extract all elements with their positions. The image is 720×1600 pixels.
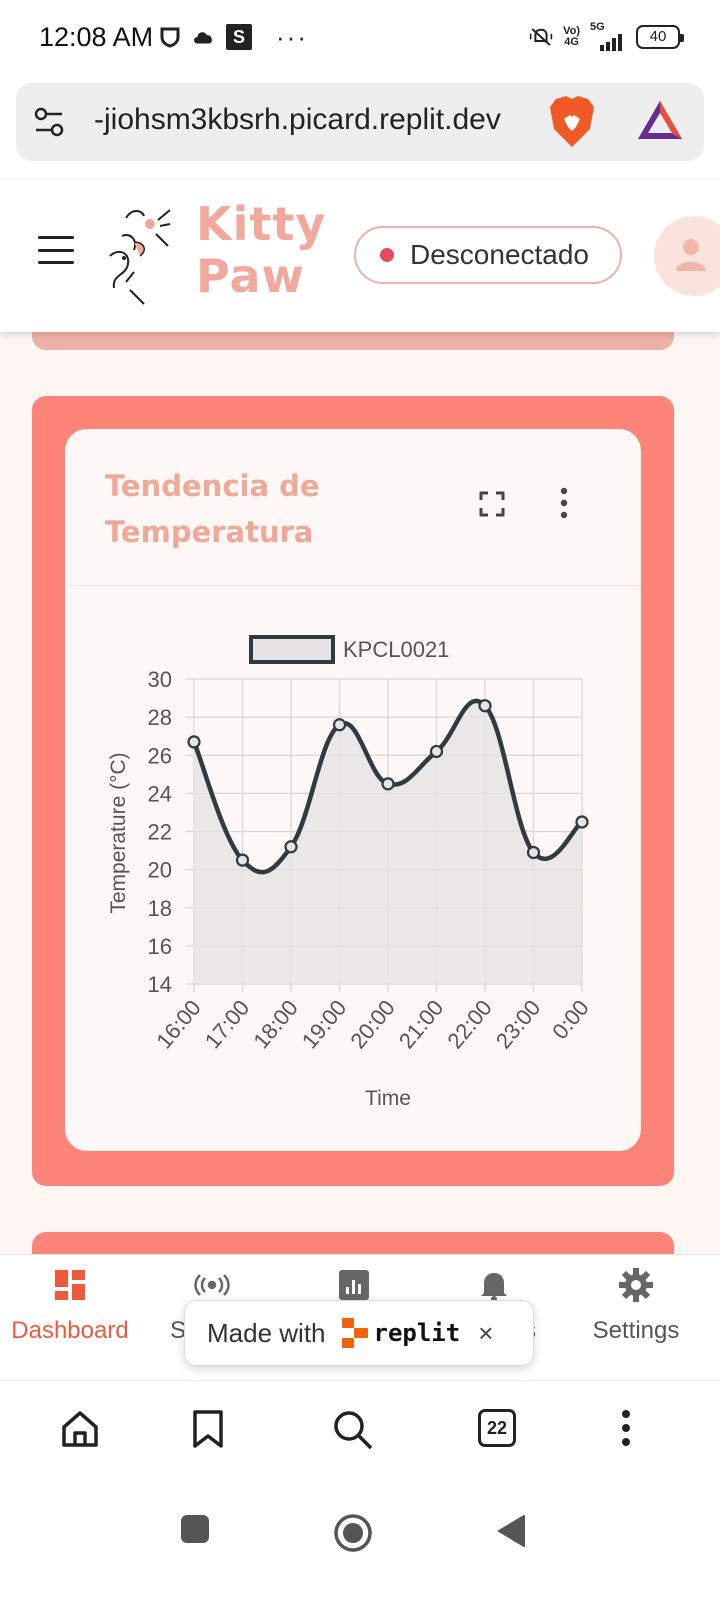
status-time: 12:08 AM bbox=[39, 22, 154, 52]
recents-icon[interactable] bbox=[180, 1514, 210, 1549]
y-tick-label: 24 bbox=[148, 781, 172, 806]
temperature-card: Tendencia de Temperatura 14 16 18 20 22 24 26 2… bbox=[32, 396, 674, 1186]
nav-item-dashboard[interactable]: Dashboard bbox=[0, 1267, 140, 1345]
gear-icon bbox=[566, 1267, 706, 1303]
fullscreen-icon[interactable] bbox=[479, 491, 505, 522]
card-divider bbox=[65, 585, 641, 586]
app-header: Kitty Paw Desconectado bbox=[0, 180, 720, 332]
s-app-badge: S bbox=[226, 24, 252, 50]
data-point[interactable] bbox=[187, 735, 201, 749]
x-tick-label: 0:00 bbox=[547, 995, 594, 1044]
nav-item-sensors[interactable]: S bbox=[142, 1267, 282, 1345]
battery-icon: 40 bbox=[636, 24, 684, 49]
nav-item-settings[interactable]: Settings bbox=[566, 1267, 706, 1345]
legend-label-kpcl0021: KPCL0021 bbox=[343, 637, 449, 662]
made-with-replit-badge[interactable]: Made with replit × bbox=[184, 1300, 534, 1366]
data-point[interactable] bbox=[429, 744, 444, 759]
avatar[interactable] bbox=[654, 216, 720, 296]
replit-icon bbox=[341, 1318, 368, 1348]
dashboard-content[interactable]: Tendencia de Temperatura 14 16 18 20 22 24 26 2… bbox=[0, 332, 720, 1254]
y-tick-label: 28 bbox=[148, 705, 172, 730]
system-nav-bar bbox=[0, 1480, 720, 1600]
tabs-button[interactable]: 22 bbox=[478, 1409, 516, 1447]
x-axis-label: Time bbox=[365, 1087, 411, 1110]
search-icon[interactable] bbox=[332, 1409, 374, 1456]
bell-icon bbox=[424, 1267, 564, 1303]
url-text[interactable]: -jiohsm3kbsrh.picard.replit.dev bbox=[94, 103, 501, 136]
home-button-icon[interactable] bbox=[334, 1514, 372, 1557]
menu-icon[interactable] bbox=[38, 236, 74, 264]
card-more-icon[interactable] bbox=[559, 487, 569, 524]
status-bar: 12:08 AM S ··· Vo) 4G 5G 40 bbox=[0, 0, 720, 78]
y-tick-label: 30 bbox=[148, 667, 172, 692]
connection-status-pill[interactable]: Desconectado bbox=[354, 226, 622, 284]
y-tick-label: 26 bbox=[148, 743, 172, 768]
temperature-card-inner: Tendencia de Temperatura 14 16 18 20 22 24 26 2… bbox=[65, 429, 641, 1151]
data-point[interactable] bbox=[478, 699, 492, 713]
x-tick-label: 23:00 bbox=[491, 995, 546, 1053]
x-tick-label: 21:00 bbox=[394, 995, 449, 1053]
next-card bbox=[32, 1232, 674, 1254]
brand-line-2: Paw bbox=[196, 249, 306, 303]
tab-count: 22 bbox=[478, 1409, 516, 1447]
y-tick-label: 16 bbox=[148, 934, 172, 959]
x-tick-label: 22:00 bbox=[442, 995, 497, 1053]
brand-name: Kitty Paw bbox=[196, 198, 326, 302]
browser-toolbar: 22 bbox=[0, 1380, 720, 1480]
x-tick-label: 16:00 bbox=[151, 995, 206, 1053]
status-right-icons: Vo) 4G 5G 40 bbox=[529, 22, 684, 51]
signal-icon: 5G bbox=[590, 22, 626, 51]
data-point[interactable] bbox=[284, 840, 298, 854]
x-tick-label: 18:00 bbox=[248, 995, 303, 1053]
data-point[interactable] bbox=[526, 845, 541, 860]
brave-shields-icon[interactable] bbox=[548, 95, 596, 154]
address-bar[interactable]: -jiohsm3kbsrh.picard.replit.dev bbox=[16, 83, 704, 161]
chart-legend[interactable]: KPCL0021 bbox=[249, 635, 449, 664]
data-point[interactable] bbox=[575, 815, 589, 829]
shield-icon bbox=[158, 25, 182, 49]
status-left-icons: S ··· bbox=[158, 24, 308, 50]
dashboard-icon bbox=[0, 1267, 140, 1303]
data-point[interactable] bbox=[381, 777, 395, 791]
card-title: Tendencia de Temperatura bbox=[105, 469, 320, 549]
brand-line-1: Kitty bbox=[196, 197, 327, 251]
browser-menu-icon[interactable] bbox=[620, 1409, 632, 1452]
site-settings-icon[interactable] bbox=[32, 105, 66, 144]
connection-status-text: Desconectado bbox=[410, 239, 590, 270]
x-tick-label: 20:00 bbox=[345, 995, 400, 1053]
y-tick-label: 22 bbox=[148, 820, 172, 845]
status-dot bbox=[380, 248, 394, 262]
volte-indicator: Vo) 4G bbox=[563, 24, 580, 48]
nav-item-reports[interactable] bbox=[284, 1267, 424, 1317]
y-axis-label: Temperature (°C) bbox=[107, 752, 130, 913]
x-tick-label: 19:00 bbox=[297, 995, 352, 1053]
y-tick-label: 14 bbox=[148, 972, 172, 997]
data-point[interactable] bbox=[332, 718, 347, 732]
user-icon bbox=[674, 237, 708, 276]
previous-card bbox=[32, 332, 674, 350]
close-icon[interactable]: × bbox=[478, 1317, 494, 1348]
bat-rewards-icon[interactable] bbox=[636, 99, 684, 148]
back-icon[interactable] bbox=[496, 1514, 526, 1553]
x-tick-label: 17:00 bbox=[200, 995, 255, 1053]
data-point[interactable] bbox=[235, 853, 250, 867]
bookmark-icon[interactable] bbox=[192, 1409, 224, 1454]
cloud-icon bbox=[192, 25, 216, 49]
home-icon[interactable] bbox=[60, 1409, 100, 1454]
series-area-kpcl0021 bbox=[194, 700, 582, 984]
made-with-text: Made with bbox=[207, 1317, 326, 1348]
y-tick-label: 18 bbox=[148, 896, 172, 921]
sensors-icon bbox=[142, 1267, 282, 1303]
replit-logo: replit bbox=[341, 1318, 460, 1348]
mute-vibrate-icon bbox=[529, 25, 553, 49]
cat-logo-icon bbox=[104, 206, 174, 311]
reports-icon bbox=[284, 1267, 424, 1303]
more-notifications-icon: ··· bbox=[276, 22, 308, 52]
y-tick-label: 20 bbox=[148, 858, 172, 883]
